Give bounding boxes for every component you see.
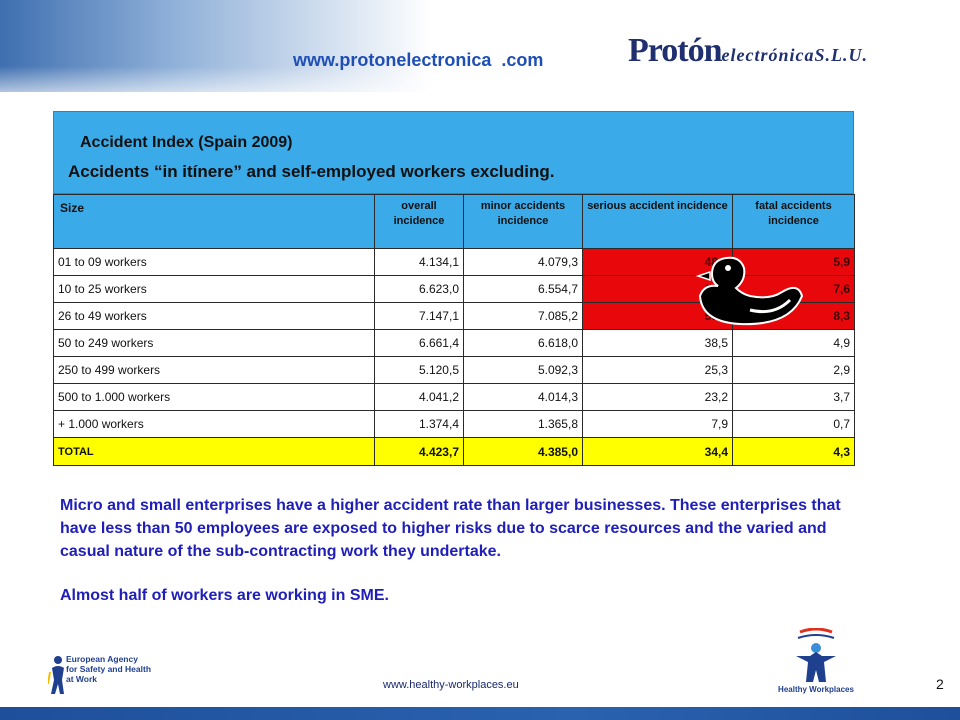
cell-overall: 4.134,1 (374, 248, 464, 276)
table-subtitle: Accidents “in itínere” and self-employed… (68, 162, 555, 181)
healthy-workplaces-figure-icon (796, 627, 836, 682)
eu-agency-line-3: at Work (66, 674, 98, 684)
cell-overall: 6.623,0 (374, 275, 464, 303)
table-row: 250 to 499 workers 5.120,5 5.092,3 25,3 … (53, 356, 855, 384)
cell-overall: 5.120,5 (374, 356, 464, 384)
cell-overall: 4.041,2 (374, 383, 464, 411)
body-paragraph-2: Almost half of workers are working in SM… (60, 587, 389, 604)
cell-size: TOTAL (53, 437, 375, 466)
column-header-overall: overall incidence (374, 194, 464, 249)
cell-minor: 6.618,0 (463, 329, 583, 357)
cell-fatal: 5,9 (732, 248, 855, 276)
logo-suffix-text: electrónicaS.L.U. (721, 45, 868, 65)
cell-size: 250 to 499 workers (53, 356, 375, 384)
column-header-fatal: fatal accidents incidence (732, 194, 855, 249)
cell-minor: 4.385,0 (463, 437, 583, 466)
cell-serious: 23,2 (582, 383, 733, 411)
eu-agency-figure-icon (47, 656, 64, 694)
table-header-row: Size overall incidence minor accidents i… (53, 194, 855, 249)
cell-minor: 6.554,7 (463, 275, 583, 303)
eu-agency-line-1: European Agency (66, 654, 138, 664)
site-url[interactable]: www.protonelectronica .com (293, 50, 544, 70)
cell-overall: 1.374,4 (374, 410, 464, 438)
cell-serious: 48,9 (582, 248, 733, 276)
table-row: 500 to 1.000 workers 4.041,2 4.014,3 23,… (53, 383, 855, 411)
body-text: Micro and small enterprises have a highe… (60, 494, 850, 607)
cell-fatal: 4,9 (732, 329, 855, 357)
table-total-row: TOTAL 4.423,7 4.385,0 34,4 4,3 (53, 437, 855, 466)
cell-overall: 6.661,4 (374, 329, 464, 357)
cell-fatal: 3,7 (732, 383, 855, 411)
cell-minor: 4.014,3 (463, 383, 583, 411)
cell-minor: 7.085,2 (463, 302, 583, 330)
column-header-serious: serious accident incidence (582, 194, 733, 249)
cell-size: 10 to 25 workers (53, 275, 375, 303)
table-row: 01 to 09 workers 4.134,1 4.079,3 48,9 5,… (53, 248, 855, 276)
cell-fatal: 2,9 (732, 356, 855, 384)
column-header-minor: minor accidents incidence (463, 194, 583, 249)
footer-bar (0, 707, 960, 720)
eu-agency-name: European Agency for Safety and Health at… (66, 654, 178, 684)
accident-index-table: Size overall incidence minor accidents i… (53, 194, 855, 466)
cell-overall: 7.147,1 (374, 302, 464, 330)
cell-size: 500 to 1.000 workers (53, 383, 375, 411)
cell-overall: 4.423,7 (374, 437, 464, 466)
eu-agency-line-2: for Safety and Health (66, 664, 152, 674)
logo-main-text: Protón (628, 32, 722, 69)
cell-serious: 7,9 (582, 410, 733, 438)
cell-serious: 25,3 (582, 356, 733, 384)
table-title: Accident Index (Spain 2009) (80, 134, 293, 151)
cell-serious: 38,5 (582, 329, 733, 357)
cell-fatal: 4,3 (732, 437, 855, 466)
cell-size: 01 to 09 workers (53, 248, 375, 276)
body-paragraph-1: Micro and small enterprises have a highe… (60, 497, 841, 560)
column-header-size: Size (53, 194, 375, 249)
footer-url[interactable]: www.healthy-workplaces.eu (383, 679, 519, 691)
table-row: 10 to 25 workers 6.623,0 6.554,7 60,7 7,… (53, 275, 855, 303)
table-title-band: Accident Index (Spain 2009) Accidents “i… (53, 111, 854, 194)
cell-size: + 1.000 workers (53, 410, 375, 438)
table-row: + 1.000 workers 1.374,4 1.365,8 7,9 0,7 (53, 410, 855, 438)
cell-serious: 34,4 (582, 437, 733, 466)
cell-fatal: 0,7 (732, 410, 855, 438)
table-row: 50 to 249 workers 6.661,4 6.618,0 38,5 4… (53, 329, 855, 357)
proton-logo: ProtónelectrónicaS.L.U. (628, 32, 867, 72)
healthy-workplaces-logo-icon: Healthy Workplaces (778, 627, 854, 700)
cell-size: 26 to 49 workers (53, 302, 375, 330)
page-number: 2 (936, 676, 944, 692)
cell-minor: 4.079,3 (463, 248, 583, 276)
cell-size: 50 to 249 workers (53, 329, 375, 357)
eu-agency-logo-icon: European Agency for Safety and Health at… (47, 654, 178, 698)
cell-minor: 5.092,3 (463, 356, 583, 384)
healthy-workplaces-text: Healthy Workplaces (778, 685, 854, 694)
header-fade (0, 0, 960, 110)
duck-icon (695, 256, 804, 326)
cell-minor: 1.365,8 (463, 410, 583, 438)
